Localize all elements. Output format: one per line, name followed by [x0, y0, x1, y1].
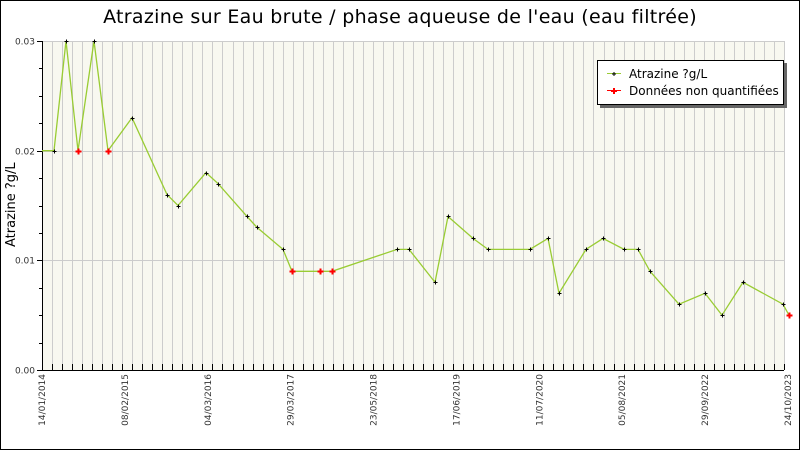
data-point-marker — [486, 247, 491, 252]
data-point-marker — [204, 171, 209, 176]
non-quantified-marker — [317, 268, 324, 275]
data-point-marker — [92, 39, 97, 44]
x-tick-label: 24/10/2023 — [784, 374, 794, 426]
data-point-marker — [781, 302, 786, 307]
non-quantified-marker — [105, 148, 112, 155]
data-point-marker — [622, 247, 627, 252]
non-quantified-marker — [329, 268, 336, 275]
data-point-marker — [216, 182, 221, 187]
data-point-marker — [130, 116, 135, 121]
x-tick-label: 04/03/2016 — [204, 374, 214, 426]
data-point-marker — [165, 193, 170, 198]
data-point-marker — [52, 149, 57, 154]
data-point-marker — [407, 247, 412, 252]
data-point-marker — [636, 247, 641, 252]
data-point-marker — [648, 269, 653, 274]
data-point-marker — [584, 247, 589, 252]
data-point-marker — [446, 214, 451, 219]
non-quantified-marker — [289, 268, 296, 275]
x-tick-label: 29/09/2022 — [701, 374, 711, 426]
data-point-marker — [557, 291, 562, 296]
legend-label: Atrazine ?g/L — [629, 67, 708, 81]
chart-title: Atrazine sur Eau brute / phase aqueuse d… — [103, 6, 697, 28]
data-point-marker — [255, 225, 260, 230]
data-point-marker — [471, 236, 476, 241]
data-point-marker — [395, 247, 400, 252]
x-tick-label: 05/08/2021 — [618, 374, 628, 426]
data-point-marker — [245, 214, 250, 219]
data-point-marker — [720, 313, 725, 318]
legend: Atrazine ?g/L Données non quantifiées — [597, 60, 784, 105]
x-tick-label: 14/01/2014 — [38, 374, 48, 426]
legend-item-atrazine: Atrazine ?g/L — [606, 66, 707, 82]
y-tick-label: 0.00 — [15, 367, 35, 377]
y-tick-label: 0.01 — [15, 257, 35, 267]
data-point-marker — [281, 247, 286, 252]
non-quantified-marker — [786, 312, 793, 319]
y-tick-label: 0.03 — [15, 38, 35, 48]
x-tick-label: 11/07/2020 — [535, 374, 545, 426]
data-point-marker — [176, 204, 181, 209]
legend-red-marker-icon — [606, 83, 622, 99]
non-quantified-marker — [75, 148, 82, 155]
data-point-marker — [546, 236, 551, 241]
data-point-marker — [64, 39, 69, 44]
data-point-marker — [677, 302, 682, 307]
legend-line-marker-icon — [606, 66, 622, 82]
legend-label: Données non quantifiées — [629, 84, 779, 98]
data-point-marker — [703, 291, 708, 296]
x-tick-label: 17/06/2019 — [452, 374, 462, 426]
data-point-marker — [601, 236, 606, 241]
y-tick-label: 0.02 — [15, 148, 35, 158]
x-tick-label: 08/02/2015 — [121, 374, 131, 426]
data-point-marker — [741, 280, 746, 285]
x-tick-label: 29/03/2017 — [287, 374, 297, 426]
legend-item-non-quantified: Données non quantifiées — [606, 83, 779, 99]
data-point-marker — [433, 280, 438, 285]
data-point-marker — [528, 247, 533, 252]
x-tick-label: 23/05/2018 — [370, 374, 380, 426]
